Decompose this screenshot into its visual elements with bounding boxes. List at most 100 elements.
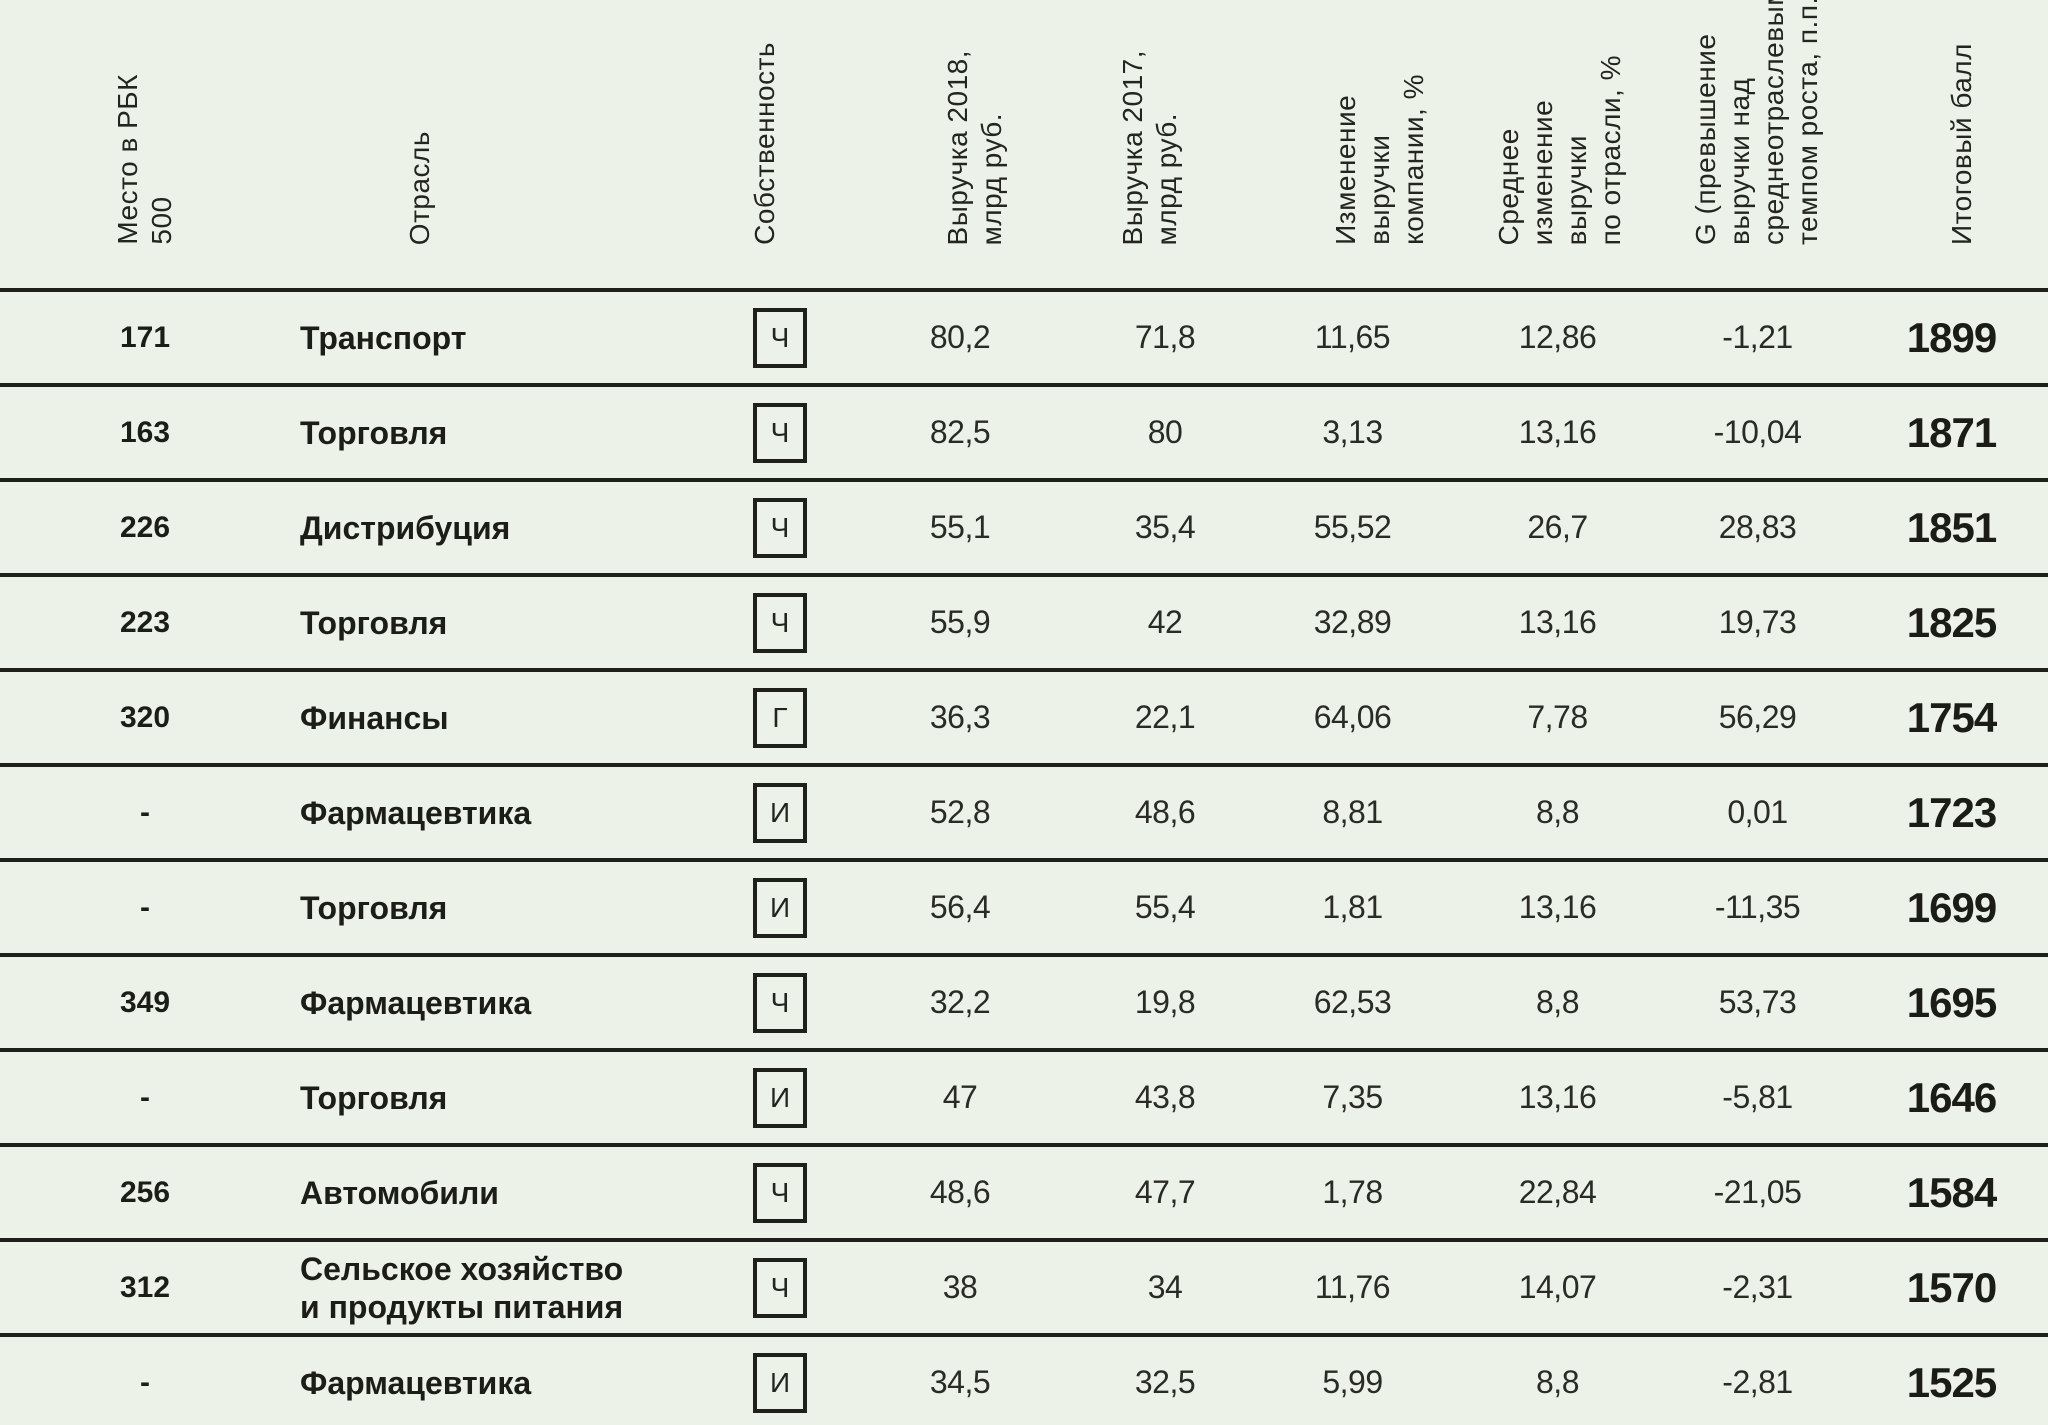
table-row: - Торговля И 47 43,8 7,35 13,16 -5,81 16… xyxy=(0,1048,2048,1143)
score-cell: 1699 xyxy=(1906,883,1997,931)
ownership-badge: И xyxy=(753,1067,807,1128)
rank-cell: - xyxy=(140,1080,150,1114)
g-cell: 53,73 xyxy=(1718,984,1797,1020)
score-cell: 1899 xyxy=(1906,313,1997,361)
g-cell: -5,81 xyxy=(1722,1079,1793,1115)
column-header-rank: Место в РБК 500 xyxy=(112,74,177,245)
score-cell: 1871 xyxy=(1906,408,1997,456)
ownership-cell: Ч xyxy=(720,592,840,653)
rev2018-cell: 32,2 xyxy=(929,984,991,1020)
change-cell: 1,78 xyxy=(1322,1174,1383,1210)
ownership-badge: Ч xyxy=(753,402,807,463)
rank-cell: 349 xyxy=(119,985,171,1019)
industry-cell: Транспорт xyxy=(300,319,467,356)
table-row: 163 Торговля Ч 82,5 80 3,13 13,16 -10,04… xyxy=(0,383,2048,478)
change-cell: 5,99 xyxy=(1322,1364,1383,1400)
rank-cell: 226 xyxy=(119,510,171,544)
table-row: - Фармацевтика И 52,8 48,6 8,81 8,8 0,01… xyxy=(0,763,2048,858)
ownership-cell: Г xyxy=(720,687,840,748)
g-cell: -2,31 xyxy=(1722,1269,1793,1305)
table-row: 256 Автомобили Ч 48,6 47,7 1,78 22,84 -2… xyxy=(0,1143,2048,1238)
g-cell: 56,29 xyxy=(1718,699,1797,735)
g-cell: -11,35 xyxy=(1714,889,1801,925)
ownership-cell: И xyxy=(720,877,840,938)
table-row: - Фармацевтика И 34,5 32,5 5,99 8,8 -2,8… xyxy=(0,1333,2048,1425)
column-header-rev2017: Выручка 2017, млрд руб. xyxy=(1117,49,1182,245)
ownership-cell: Ч xyxy=(720,497,840,558)
ownership-cell: Ч xyxy=(720,402,840,463)
rev2017-cell: 19,8 xyxy=(1134,984,1196,1020)
g-cell: 28,83 xyxy=(1718,509,1797,545)
column-header-rev2018: Выручка 2018, млрд руб. xyxy=(942,49,1007,245)
avg-change-cell: 8,8 xyxy=(1536,1364,1579,1400)
avg-change-cell: 26,7 xyxy=(1527,509,1588,545)
industry-cell: Автомобили xyxy=(300,1174,499,1211)
change-cell: 3,13 xyxy=(1322,414,1383,450)
rev2017-cell: 35,4 xyxy=(1134,509,1196,545)
industry-cell: Дистрибуция xyxy=(300,509,511,546)
rev2018-cell: 38 xyxy=(942,1269,978,1305)
ownership-badge: Ч xyxy=(753,1257,807,1318)
table-header: Место в РБК 500 Отрасль Собственность Вы… xyxy=(0,0,2048,288)
rev2018-cell: 47 xyxy=(942,1079,978,1115)
change-cell: 62,53 xyxy=(1313,984,1392,1020)
table-row: 226 Дистрибуция Ч 55,1 35,4 55,52 26,7 2… xyxy=(0,478,2048,573)
column-header-change: Изменение выручки компании, % xyxy=(1330,74,1429,245)
score-cell: 1723 xyxy=(1906,788,1997,836)
avg-change-cell: 13,16 xyxy=(1518,604,1597,640)
table-row: 312 Сельское хозяйство и продукты питани… xyxy=(0,1238,2048,1333)
column-header-score: Итоговый балл xyxy=(1946,43,1977,245)
score-cell: 1584 xyxy=(1906,1168,1997,1216)
column-header-industry: Отрасль xyxy=(404,130,435,245)
ownership-badge: Ч xyxy=(753,592,807,653)
change-cell: 1,81 xyxy=(1322,889,1383,925)
g-cell: 0,01 xyxy=(1727,794,1788,830)
rev2018-cell: 36,3 xyxy=(929,699,991,735)
rev2018-cell: 82,5 xyxy=(929,414,991,450)
rank-cell: - xyxy=(140,890,150,924)
rev2018-cell: 80,2 xyxy=(929,319,991,355)
rev2017-cell: 34 xyxy=(1147,1269,1183,1305)
rev2018-cell: 56,4 xyxy=(929,889,991,925)
industry-cell: Торговля xyxy=(300,414,448,451)
rev2017-cell: 55,4 xyxy=(1134,889,1196,925)
ownership-badge: Ч xyxy=(753,307,807,368)
ownership-badge: Ч xyxy=(753,1162,807,1223)
industry-cell: Фармацевтика xyxy=(300,794,532,831)
avg-change-cell: 22,84 xyxy=(1518,1174,1597,1210)
change-cell: 11,76 xyxy=(1314,1269,1391,1305)
ownership-cell: Ч xyxy=(720,1162,840,1223)
industry-cell: Торговля xyxy=(300,889,448,926)
g-cell: 19,73 xyxy=(1718,604,1797,640)
ownership-cell: Ч xyxy=(720,1257,840,1318)
table-row: - Торговля И 56,4 55,4 1,81 13,16 -11,35… xyxy=(0,858,2048,953)
industry-cell: Фармацевтика xyxy=(300,1364,532,1401)
avg-change-cell: 13,16 xyxy=(1518,1079,1597,1115)
column-header-avg-change: Среднее изменение выручки по отрасли, % xyxy=(1493,54,1626,245)
rank-cell: 171 xyxy=(119,320,171,354)
score-cell: 1754 xyxy=(1906,693,1997,741)
rev2018-cell: 34,5 xyxy=(929,1364,991,1400)
rank-cell: 312 xyxy=(119,1270,171,1304)
rank-cell: - xyxy=(140,795,150,829)
rev2017-cell: 47,7 xyxy=(1134,1174,1196,1210)
score-cell: 1825 xyxy=(1906,598,1997,646)
ownership-cell: И xyxy=(720,1352,840,1413)
rank-cell: 320 xyxy=(119,700,171,734)
ownership-badge: И xyxy=(753,1352,807,1413)
ownership-badge: Ч xyxy=(753,497,807,558)
rev2017-cell: 80 xyxy=(1147,414,1183,450)
rev2018-cell: 55,9 xyxy=(929,604,991,640)
industry-cell: Торговля xyxy=(300,604,448,641)
ownership-cell: Ч xyxy=(720,307,840,368)
rev2017-cell: 43,8 xyxy=(1134,1079,1196,1115)
rev2017-cell: 48,6 xyxy=(1134,794,1196,830)
avg-change-cell: 13,16 xyxy=(1518,414,1597,450)
avg-change-cell: 8,8 xyxy=(1536,794,1579,830)
change-cell: 55,52 xyxy=(1313,509,1392,545)
ownership-cell: Ч xyxy=(720,972,840,1033)
rev2017-cell: 42 xyxy=(1147,604,1183,640)
g-cell: -10,04 xyxy=(1713,414,1802,450)
rev2017-cell: 22,1 xyxy=(1134,699,1196,735)
ownership-badge: И xyxy=(753,877,807,938)
